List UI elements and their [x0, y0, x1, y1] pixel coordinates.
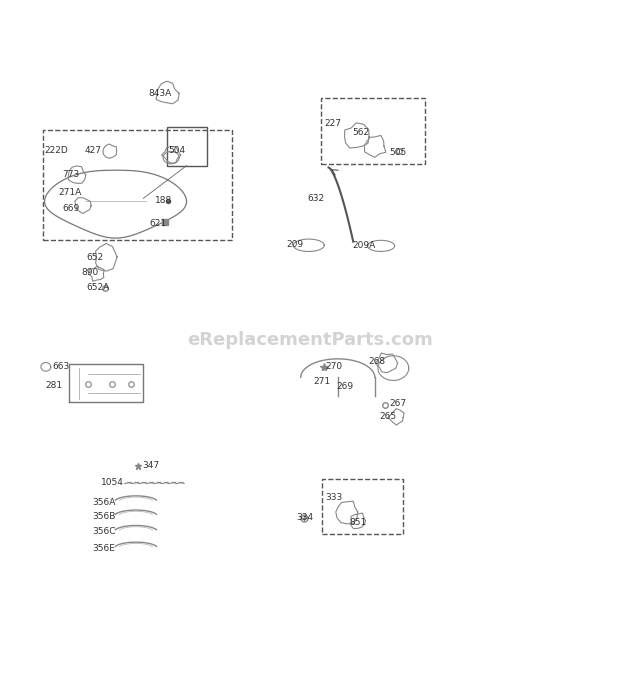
Bar: [43, 130, 232, 240]
Bar: [322, 479, 402, 534]
Text: 267: 267: [389, 398, 406, 407]
Text: 209: 209: [286, 240, 304, 249]
Text: 843A: 843A: [148, 89, 172, 98]
Text: 356E: 356E: [93, 544, 115, 553]
Text: 347: 347: [142, 461, 159, 470]
Text: 356C: 356C: [93, 527, 116, 536]
Bar: [167, 128, 207, 166]
Text: 270: 270: [326, 362, 343, 371]
Bar: [321, 98, 425, 164]
Text: 1054: 1054: [102, 477, 124, 486]
Text: 265: 265: [379, 412, 396, 421]
Text: 356B: 356B: [93, 511, 116, 520]
Text: eReplacementParts.com: eReplacementParts.com: [187, 331, 433, 349]
Text: 890: 890: [82, 268, 99, 277]
Text: 271: 271: [313, 377, 330, 386]
Text: 663: 663: [52, 362, 69, 371]
Text: 504: 504: [168, 146, 185, 155]
Text: 268: 268: [369, 358, 386, 367]
Text: 188: 188: [154, 196, 172, 205]
Text: 669: 669: [62, 204, 79, 213]
Text: 632: 632: [307, 194, 324, 203]
Text: 356A: 356A: [93, 498, 116, 507]
Text: 851: 851: [349, 518, 366, 527]
Text: 227: 227: [324, 119, 341, 128]
Text: 562: 562: [352, 128, 369, 137]
Text: 652: 652: [87, 252, 104, 261]
Text: 222D: 222D: [45, 146, 68, 155]
Text: 427: 427: [85, 146, 102, 155]
Text: 505: 505: [389, 148, 406, 157]
Text: 652A: 652A: [87, 283, 110, 292]
Text: 621: 621: [149, 218, 167, 227]
Text: 334: 334: [296, 513, 314, 522]
Text: 269: 269: [337, 382, 353, 391]
Text: 333: 333: [326, 493, 343, 502]
Text: 773: 773: [62, 170, 79, 179]
Text: 271A: 271A: [58, 188, 81, 197]
Text: 281: 281: [46, 381, 63, 390]
Text: 209A: 209A: [352, 240, 375, 249]
